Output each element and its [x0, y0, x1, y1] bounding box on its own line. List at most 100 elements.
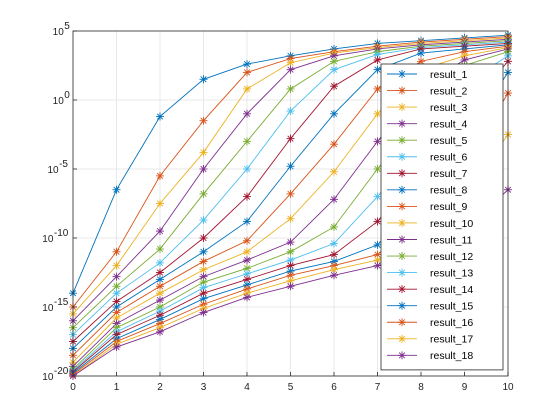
data-point [398, 318, 406, 327]
data-point [156, 282, 164, 291]
legend-item: result_17 [387, 334, 473, 346]
data-point [398, 285, 406, 294]
data-point [199, 247, 208, 256]
data-point [156, 245, 164, 254]
data-point [398, 218, 406, 227]
y-tick-exponent: 0 [64, 90, 70, 101]
data-point [286, 214, 295, 223]
legend-label: result_18 [430, 350, 473, 362]
data-point [243, 165, 251, 173]
data-point [199, 234, 208, 242]
data-point [156, 227, 164, 236]
legend-label: result_13 [430, 267, 473, 279]
data-point [199, 308, 208, 317]
data-point [398, 252, 406, 261]
data-point [286, 276, 295, 285]
data-point [243, 60, 251, 69]
data-point [417, 49, 425, 58]
data-point [156, 327, 164, 336]
data-point [330, 109, 338, 118]
data-point [112, 343, 121, 352]
legend-label: result_6 [430, 152, 468, 164]
data-point [330, 239, 338, 248]
legend-label: result_10 [430, 218, 473, 230]
y-tick-exponent: -10 [54, 228, 69, 239]
legend-item: result_9 [387, 201, 468, 213]
data-point [398, 202, 406, 211]
data-point [243, 192, 251, 201]
data-point [199, 165, 208, 173]
data-point [199, 257, 208, 266]
legend: result_1 result_2 result_3 result_4 result_5… [380, 63, 504, 371]
legend-label: result_11 [430, 234, 473, 246]
data-point [398, 301, 406, 310]
legend-label: result_2 [430, 85, 468, 97]
legend-label: result_12 [430, 251, 473, 263]
data-point [398, 235, 406, 244]
legend-label: result_15 [430, 301, 473, 313]
data-point [243, 293, 251, 302]
legend-item: result_3 [387, 102, 468, 114]
legend-label: result_4 [430, 118, 468, 130]
legend-label: result_16 [430, 317, 473, 329]
data-point [112, 185, 121, 194]
data-point [243, 84, 251, 93]
data-point [112, 261, 121, 270]
data-point [330, 271, 338, 280]
data-point [373, 217, 382, 226]
data-point [156, 258, 164, 267]
x-tick-label: 1 [114, 382, 120, 393]
data-point [286, 65, 295, 74]
x-tick-label: 6 [331, 382, 337, 393]
legend-item: result_11 [387, 234, 473, 246]
x-tick-label: 3 [201, 382, 207, 393]
data-point [243, 269, 251, 278]
legend-label: result_9 [430, 201, 468, 213]
data-point [112, 282, 121, 291]
data-point [398, 185, 406, 194]
x-tick-label: 10 [502, 382, 514, 393]
data-point [398, 169, 406, 178]
data-point [398, 136, 406, 145]
data-point [373, 109, 382, 118]
y-tick-exponent: 5 [64, 21, 70, 32]
data-point [286, 162, 295, 171]
data-point [373, 84, 382, 93]
legend-label: result_17 [430, 334, 473, 346]
data-point [398, 103, 406, 112]
series-result_5 [69, 36, 512, 332]
data-point [243, 247, 251, 256]
data-point [286, 58, 295, 67]
data-point [373, 65, 382, 74]
data-point [199, 216, 208, 225]
x-tick-label: 5 [288, 382, 294, 393]
data-point [330, 57, 338, 66]
legend-item: result_1 [387, 69, 468, 81]
data-point [373, 55, 382, 64]
x-axis: 0 1 2 3 4 5 6 7 8 9 10 [70, 372, 514, 393]
y-tick-exponent: -20 [54, 366, 69, 377]
data-point [373, 261, 382, 270]
data-point [199, 116, 208, 125]
y-tick-label: 10 [53, 27, 65, 38]
legend-item: result_16 [387, 317, 473, 329]
data-point [373, 192, 382, 201]
data-point [398, 86, 406, 95]
y-tick-label: 10 [47, 165, 59, 176]
x-tick-label: 9 [462, 382, 468, 393]
data-point [286, 261, 295, 270]
legend-label: result_8 [430, 185, 468, 197]
legend-label: result_3 [430, 102, 468, 114]
legend-box [380, 63, 504, 371]
legend-label: result_14 [430, 284, 473, 296]
x-tick-label: 2 [157, 382, 163, 393]
data-point [398, 70, 406, 78]
legend-item: result_18 [387, 350, 473, 362]
data-point [199, 278, 208, 287]
data-point [330, 222, 338, 231]
legend-item: result_12 [387, 251, 473, 263]
legend-item: result_13 [387, 267, 473, 279]
data-point [156, 199, 164, 208]
y-tick-exponent: -5 [59, 159, 68, 170]
y-tick-label: 10 [53, 96, 65, 107]
